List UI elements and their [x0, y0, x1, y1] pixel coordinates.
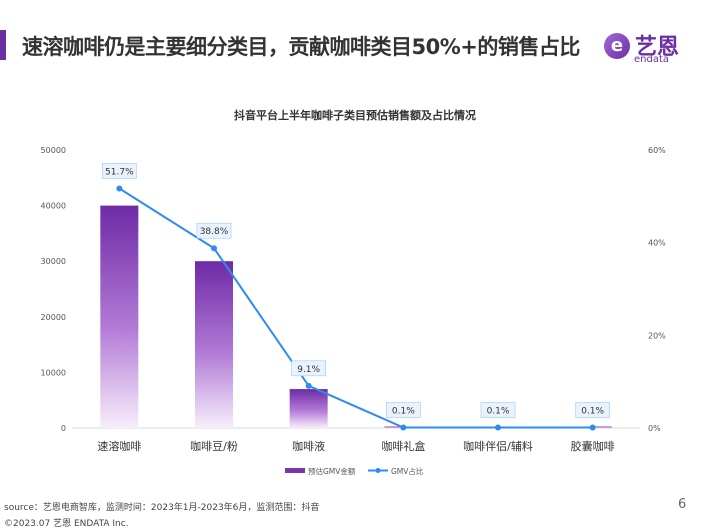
bar — [289, 389, 328, 428]
x-tick-label: 咖啡液 — [292, 439, 325, 453]
data-label-box — [291, 360, 326, 377]
copyright: ©2023.07 艺恩 ENDATA Inc. — [4, 519, 129, 529]
bar — [100, 205, 139, 428]
logo-mark-icon: e — [604, 33, 630, 59]
y2-tick-label: 0% — [648, 424, 661, 433]
y-tick-label: 10000 — [41, 368, 66, 377]
data-label-box — [386, 402, 421, 418]
data-label: 0.1% — [487, 407, 510, 417]
line-point — [495, 424, 501, 431]
data-label: 38.8% — [200, 227, 229, 237]
x-tick-label: 咖啡伴侣/辅料 — [463, 439, 533, 453]
gmv-share-line — [118, 187, 593, 429]
line-point — [400, 424, 407, 431]
line-point — [305, 382, 312, 389]
logo-text-cn: 艺恩 — [635, 35, 680, 60]
x-tick-label: 速溶咖啡 — [97, 439, 141, 453]
legend-line-label: GMV占比 — [391, 466, 424, 476]
data-label: 0.1% — [392, 407, 415, 417]
data-label: 51.7% — [105, 167, 134, 177]
legend-bar-swatch — [285, 468, 305, 473]
y-tick-label: 0 — [61, 424, 66, 433]
endata-logo: e 艺恩 endata — [602, 29, 692, 65]
legend-bar-label: 预估GMV金额 — [308, 466, 356, 476]
bar — [195, 261, 233, 428]
title-accent-bar — [0, 30, 6, 60]
data-label-box — [480, 402, 516, 418]
logo-text-en: endata — [634, 54, 670, 65]
data-label-box — [575, 402, 610, 418]
y-tick-label: 50000 — [41, 146, 66, 155]
x-tick-label: 咖啡豆/粉 — [190, 439, 238, 453]
source-note: source：艺恩电商智库，监测时间：2023年1月-2023年6月，监测范围：… — [4, 503, 320, 513]
y2-tick-label: 40% — [648, 239, 666, 248]
x-tick-label: 咖啡礼盒 — [381, 439, 425, 453]
y-tick-label: 20000 — [41, 313, 66, 322]
y-tick-label: 30000 — [41, 257, 66, 266]
page-title: 速溶咖啡仍是主要细分类目，贡献咖啡类目50%+的销售占比 — [22, 35, 580, 59]
x-tick-label: 胶囊咖啡 — [571, 439, 615, 453]
y2-tick-label: 60% — [648, 146, 666, 155]
data-label: 0.1% — [581, 407, 604, 417]
line-point — [211, 245, 217, 252]
line-point — [116, 185, 123, 192]
chart: 抖音平台上半年咖啡子类目预估销售额及占比情况 0 10000 20000 30000 4… — [41, 108, 667, 476]
y-tick-label: 40000 — [41, 202, 66, 211]
data-label: 9.1% — [297, 365, 320, 375]
y2-tick-label: 20% — [648, 331, 666, 340]
line-point — [589, 424, 596, 431]
data-label-box — [196, 222, 232, 239]
chart-title: 抖音平台上半年咖啡子类目预估销售额及占比情况 — [234, 108, 476, 122]
legend-line-marker — [375, 468, 381, 473]
page-number: 6 — [678, 497, 687, 512]
data-label-box — [102, 163, 137, 179]
